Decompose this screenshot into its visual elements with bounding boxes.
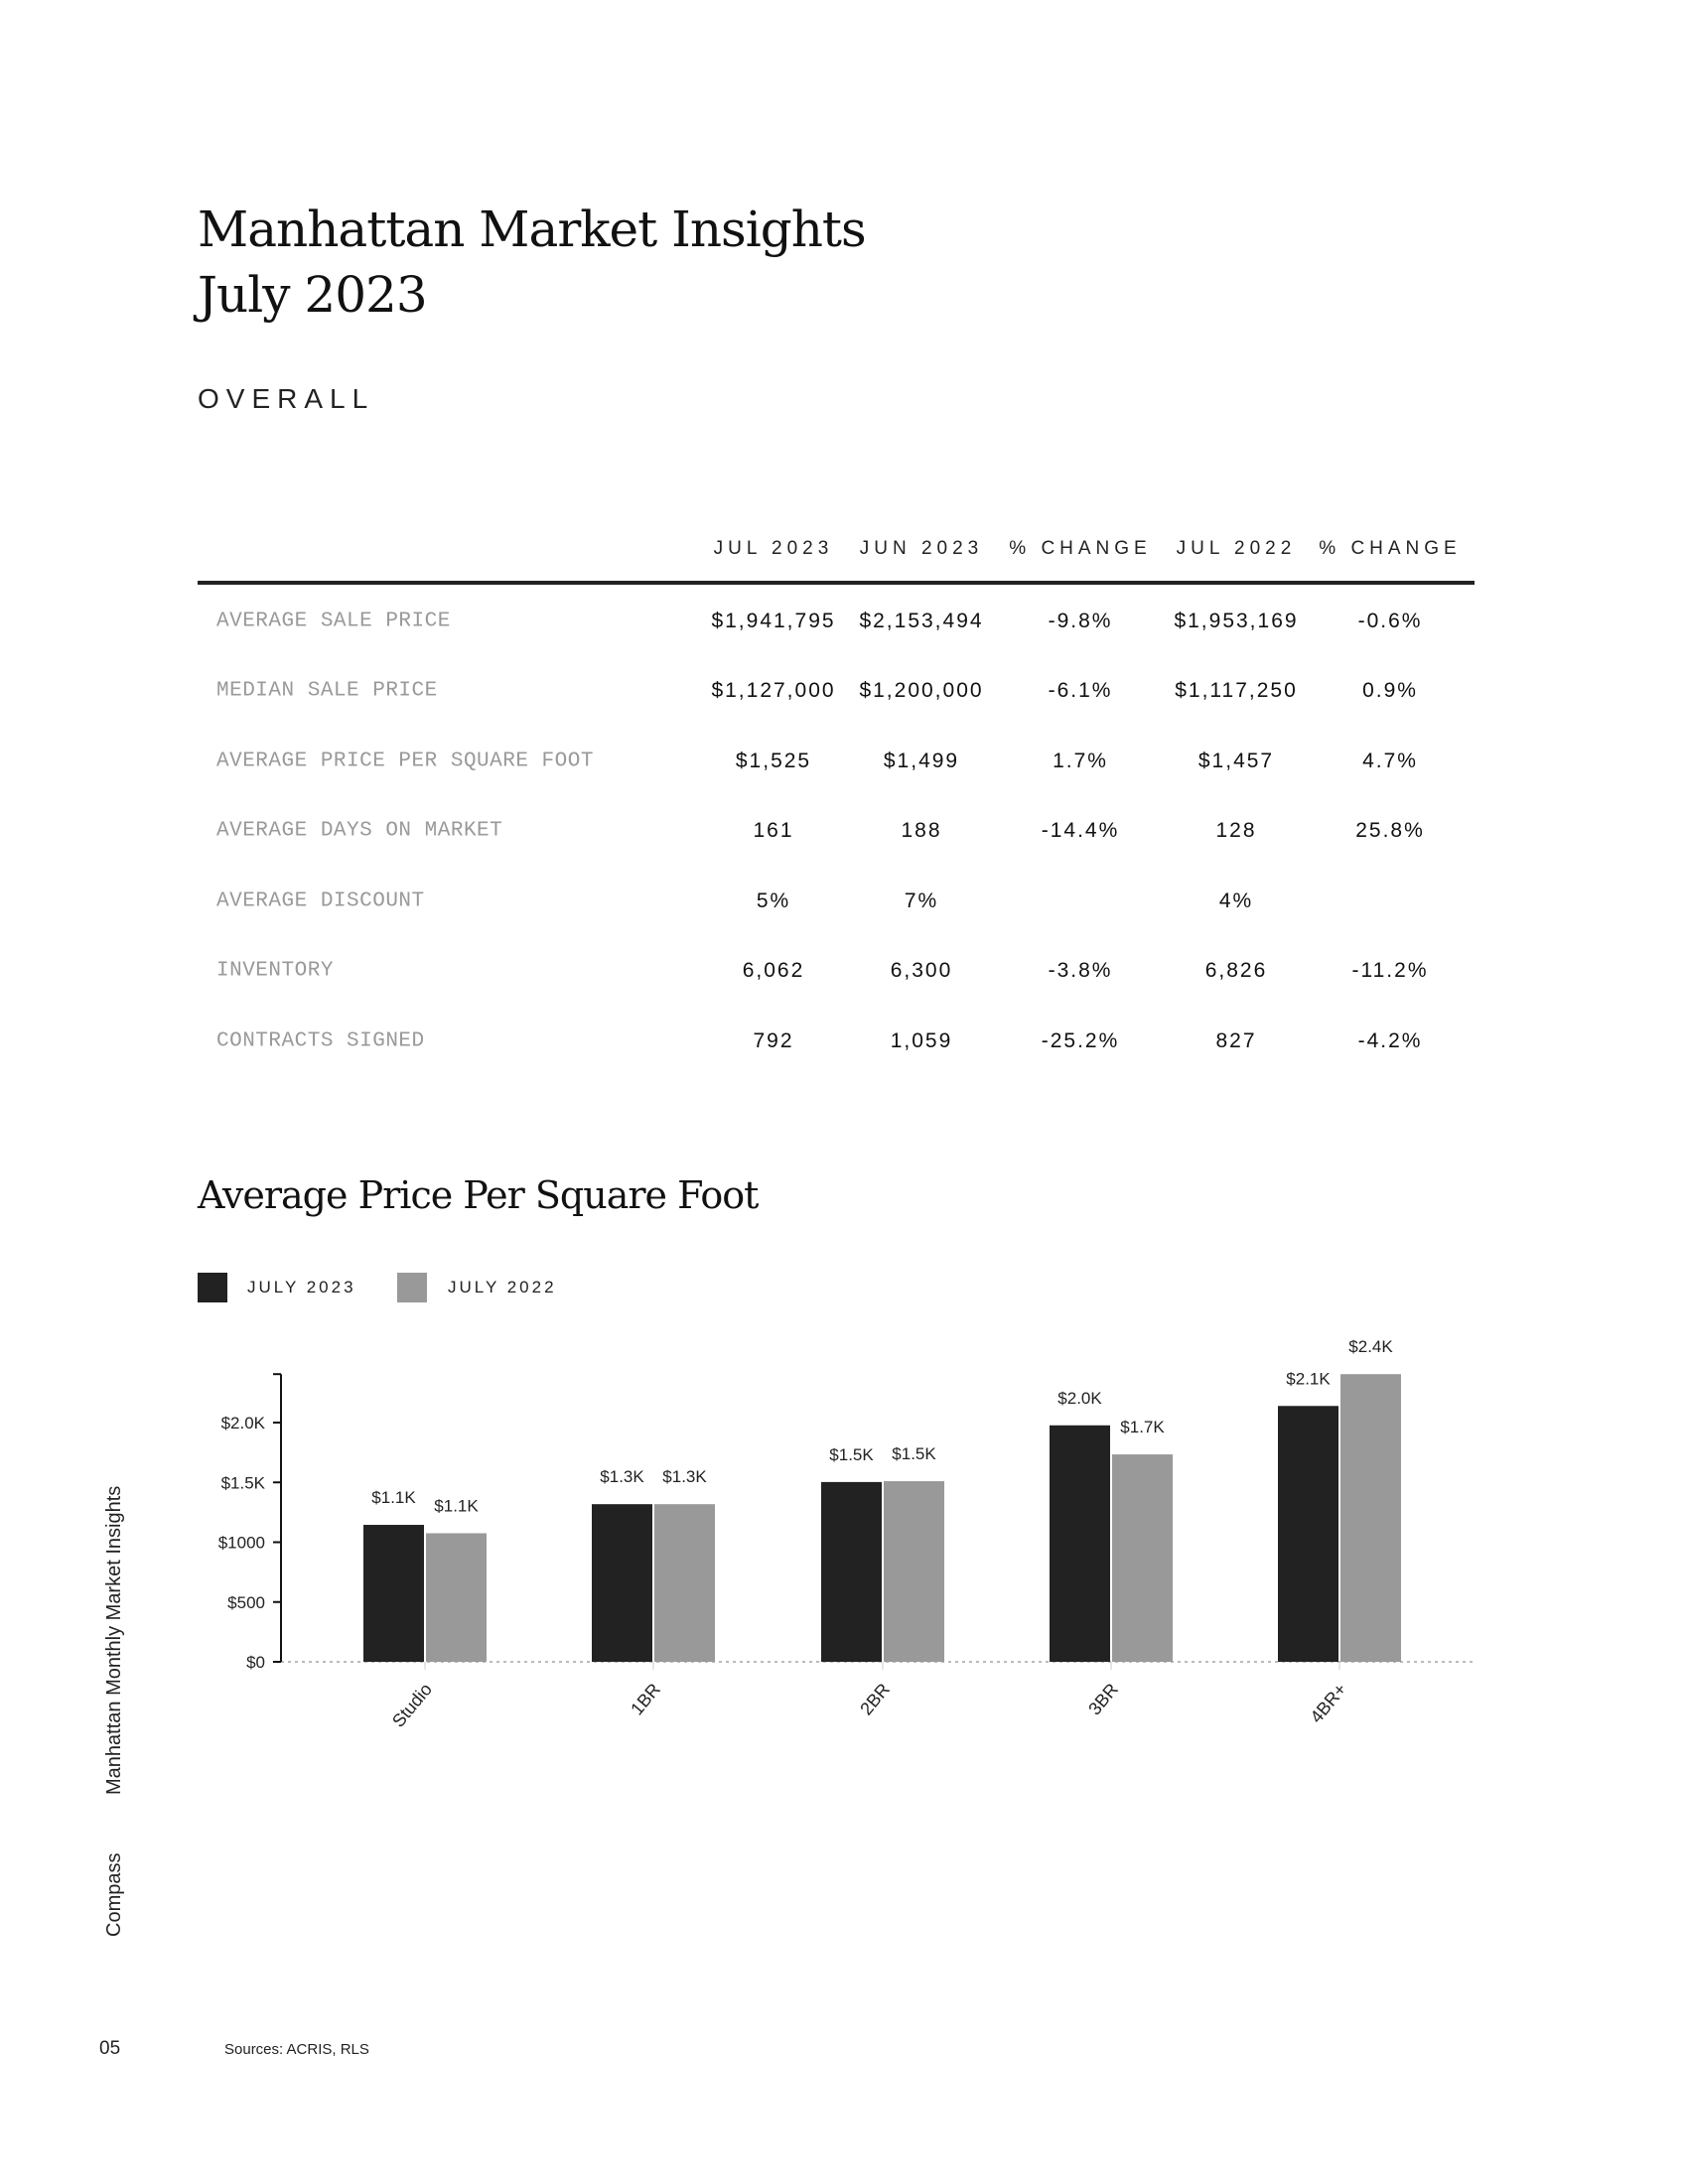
column-header: JUL 2023 — [713, 538, 834, 559]
column-header: % CHANGE — [1319, 538, 1462, 559]
legend-swatch-july-2023 — [198, 1273, 227, 1302]
table-cell: $1,457 — [1197, 750, 1275, 772]
sidebar-brand: Compass — [103, 1852, 125, 1937]
bar-july-2022 — [884, 1481, 944, 1662]
table-cell: 161 — [753, 819, 794, 842]
data-label: $1.1K — [434, 1496, 479, 1515]
x-tick-label: 1BR — [627, 1680, 664, 1719]
table-cell: 6,826 — [1204, 959, 1268, 982]
sidebar-publication: Manhattan Monthly Market Insights — [103, 1485, 125, 1795]
x-tick-label: Studio — [388, 1680, 436, 1731]
data-label: $1.7K — [1120, 1418, 1165, 1436]
table-cell: 6,300 — [890, 959, 953, 982]
table-header-rule — [198, 581, 1475, 585]
bar-july-2022 — [1112, 1454, 1173, 1662]
table-cell: $1,127,000 — [711, 679, 836, 702]
table-cell: $1,525 — [735, 750, 812, 772]
table-cell: -14.4% — [1041, 819, 1120, 842]
y-tick-label: $2.0K — [221, 1414, 266, 1433]
bar-july-2023 — [363, 1525, 424, 1662]
data-label: $2.0K — [1057, 1389, 1102, 1408]
data-label: $2.1K — [1286, 1369, 1331, 1388]
legend-swatch-july-2022 — [397, 1273, 427, 1302]
table-cell: -0.6% — [1357, 610, 1423, 632]
table-cell: $1,200,000 — [859, 679, 984, 702]
table-cell: -11.2% — [1351, 959, 1429, 982]
column-header: % CHANGE — [1009, 538, 1152, 559]
table-cell: -9.8% — [1048, 610, 1113, 632]
data-label: $2.4K — [1348, 1337, 1393, 1356]
bar-july-2022 — [426, 1533, 487, 1662]
table-cell: $1,117,250 — [1175, 679, 1298, 702]
table-cell: 7% — [904, 889, 939, 912]
data-label: $1.3K — [662, 1467, 707, 1486]
table-cell: 128 — [1215, 819, 1257, 842]
table-cell: -25.2% — [1041, 1029, 1120, 1052]
row-label: AVERAGE DAYS ON MARKET — [216, 819, 503, 843]
table-cell: 5% — [756, 889, 791, 912]
table-cell: $1,499 — [883, 750, 960, 772]
bar-july-2022 — [1340, 1374, 1401, 1662]
page-title: Manhattan Market Insights July 2023 — [198, 197, 867, 328]
page-number: 05 — [99, 2038, 121, 2059]
table-cell: 25.8% — [1355, 819, 1425, 842]
table-cell: 792 — [753, 1029, 794, 1052]
bar-july-2023 — [592, 1504, 652, 1662]
y-tick-label: $0 — [246, 1653, 265, 1672]
y-tick-label: $1.5K — [221, 1473, 266, 1492]
table-cell: 1,059 — [890, 1029, 953, 1052]
table-cell: 0.9% — [1362, 679, 1418, 702]
legend-label-july-2022: JULY 2022 — [448, 1278, 557, 1297]
chart-title: Average Price Per Square Foot — [198, 1173, 759, 1217]
row-label: MEDIAN SALE PRICE — [216, 679, 438, 703]
table-cell: 827 — [1215, 1029, 1257, 1052]
section-heading: OVERALL — [198, 383, 375, 414]
table-cell: 6,062 — [742, 959, 805, 982]
table-cell: 1.7% — [1053, 750, 1108, 772]
table-cell: 4% — [1218, 889, 1254, 912]
bar-july-2023 — [821, 1481, 882, 1662]
title-line-1: Manhattan Market Insights — [198, 201, 867, 258]
legend-label-july-2023: JULY 2023 — [247, 1278, 356, 1297]
data-label: $1.5K — [892, 1444, 936, 1463]
bar-july-2022 — [654, 1504, 715, 1662]
table-cell: 4.7% — [1362, 750, 1418, 772]
row-label: AVERAGE SALE PRICE — [216, 610, 451, 633]
table-cell: -6.1% — [1048, 679, 1113, 702]
row-label: INVENTORY — [216, 959, 334, 983]
table-cell: -3.8% — [1048, 959, 1113, 982]
y-tick-label: $500 — [227, 1593, 265, 1612]
row-label: AVERAGE DISCOUNT — [216, 889, 425, 913]
sources: Sources: ACRIS, RLS — [224, 2041, 369, 2058]
row-label: AVERAGE PRICE PER SQUARE FOOT — [216, 750, 594, 773]
table-cell: $1,953,169 — [1174, 610, 1299, 632]
y-tick-label: $1000 — [218, 1534, 265, 1553]
title-line-2: July 2023 — [198, 266, 428, 324]
column-header: JUL 2022 — [1176, 538, 1297, 559]
x-tick-label: 4BR+ — [1306, 1680, 1350, 1727]
x-tick-label: 2BR — [856, 1680, 894, 1719]
x-tick-label: 3BR — [1084, 1680, 1122, 1719]
bar-july-2023 — [1278, 1406, 1338, 1662]
table-cell: -4.2% — [1357, 1029, 1423, 1052]
data-label: $1.5K — [829, 1445, 874, 1464]
row-label: CONTRACTS SIGNED — [216, 1029, 425, 1053]
table-cell: $1,941,795 — [711, 610, 836, 632]
table-cell: $2,153,494 — [859, 610, 984, 632]
data-label: $1.1K — [371, 1488, 416, 1507]
data-label: $1.3K — [600, 1467, 644, 1486]
bar-july-2023 — [1050, 1425, 1110, 1662]
column-header: JUN 2023 — [859, 538, 984, 559]
table-cell: 188 — [901, 819, 942, 842]
